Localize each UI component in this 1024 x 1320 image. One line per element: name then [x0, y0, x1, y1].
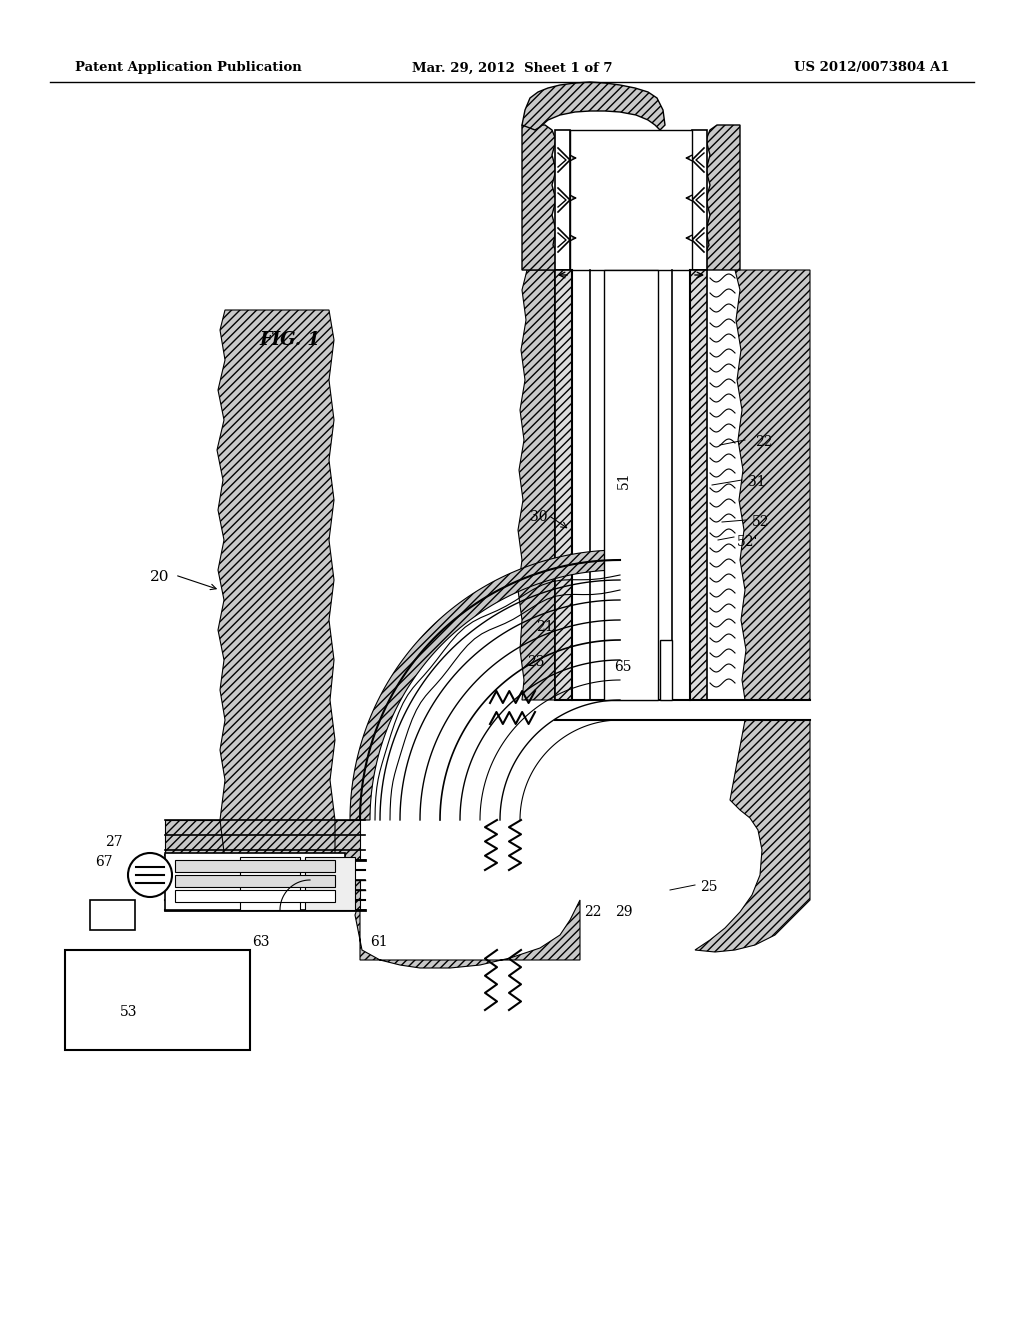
Bar: [90, 900, 135, 931]
Text: 27: 27: [105, 836, 123, 849]
Text: 21: 21: [536, 620, 554, 634]
Polygon shape: [695, 719, 810, 952]
Polygon shape: [217, 310, 335, 861]
Text: 22: 22: [584, 906, 601, 919]
Bar: [555, 271, 572, 700]
Bar: [305, 857, 355, 909]
Text: 52': 52': [737, 535, 759, 549]
Text: 30: 30: [530, 510, 548, 524]
Text: 61: 61: [370, 935, 388, 949]
Bar: [555, 271, 572, 700]
Text: US 2012/0073804 A1: US 2012/0073804 A1: [795, 62, 950, 74]
Text: 67: 67: [95, 855, 113, 869]
Bar: [175, 875, 335, 887]
Bar: [175, 861, 335, 873]
Polygon shape: [350, 550, 620, 820]
Text: 23: 23: [527, 655, 545, 669]
Text: Mar. 29, 2012  Sheet 1 of 7: Mar. 29, 2012 Sheet 1 of 7: [412, 62, 612, 74]
Text: 51: 51: [617, 471, 631, 488]
Bar: [570, 129, 692, 271]
Text: 31: 31: [748, 475, 766, 488]
Circle shape: [128, 853, 172, 898]
Text: 25: 25: [700, 880, 718, 894]
Text: 65: 65: [614, 660, 632, 675]
Polygon shape: [518, 271, 555, 700]
Text: 22: 22: [755, 436, 772, 449]
Bar: [692, 129, 707, 271]
Bar: [240, 857, 300, 909]
Text: 29: 29: [615, 906, 633, 919]
Bar: [165, 853, 345, 909]
Text: 20: 20: [150, 570, 170, 583]
Bar: [660, 640, 672, 700]
Text: Patent Application Publication: Patent Application Publication: [75, 62, 302, 74]
Polygon shape: [522, 82, 665, 129]
Polygon shape: [522, 125, 558, 271]
Bar: [604, 271, 658, 700]
Text: 52: 52: [752, 515, 769, 529]
Text: 63: 63: [252, 935, 269, 949]
Text: 53: 53: [120, 1005, 137, 1019]
Bar: [175, 890, 335, 902]
Polygon shape: [705, 125, 740, 271]
Polygon shape: [355, 900, 580, 968]
Bar: [555, 129, 570, 271]
Bar: [65, 950, 250, 1049]
Bar: [690, 271, 707, 700]
Polygon shape: [735, 271, 810, 700]
Polygon shape: [165, 820, 360, 861]
Polygon shape: [165, 880, 360, 909]
Text: FIG. 1: FIG. 1: [259, 331, 321, 348]
